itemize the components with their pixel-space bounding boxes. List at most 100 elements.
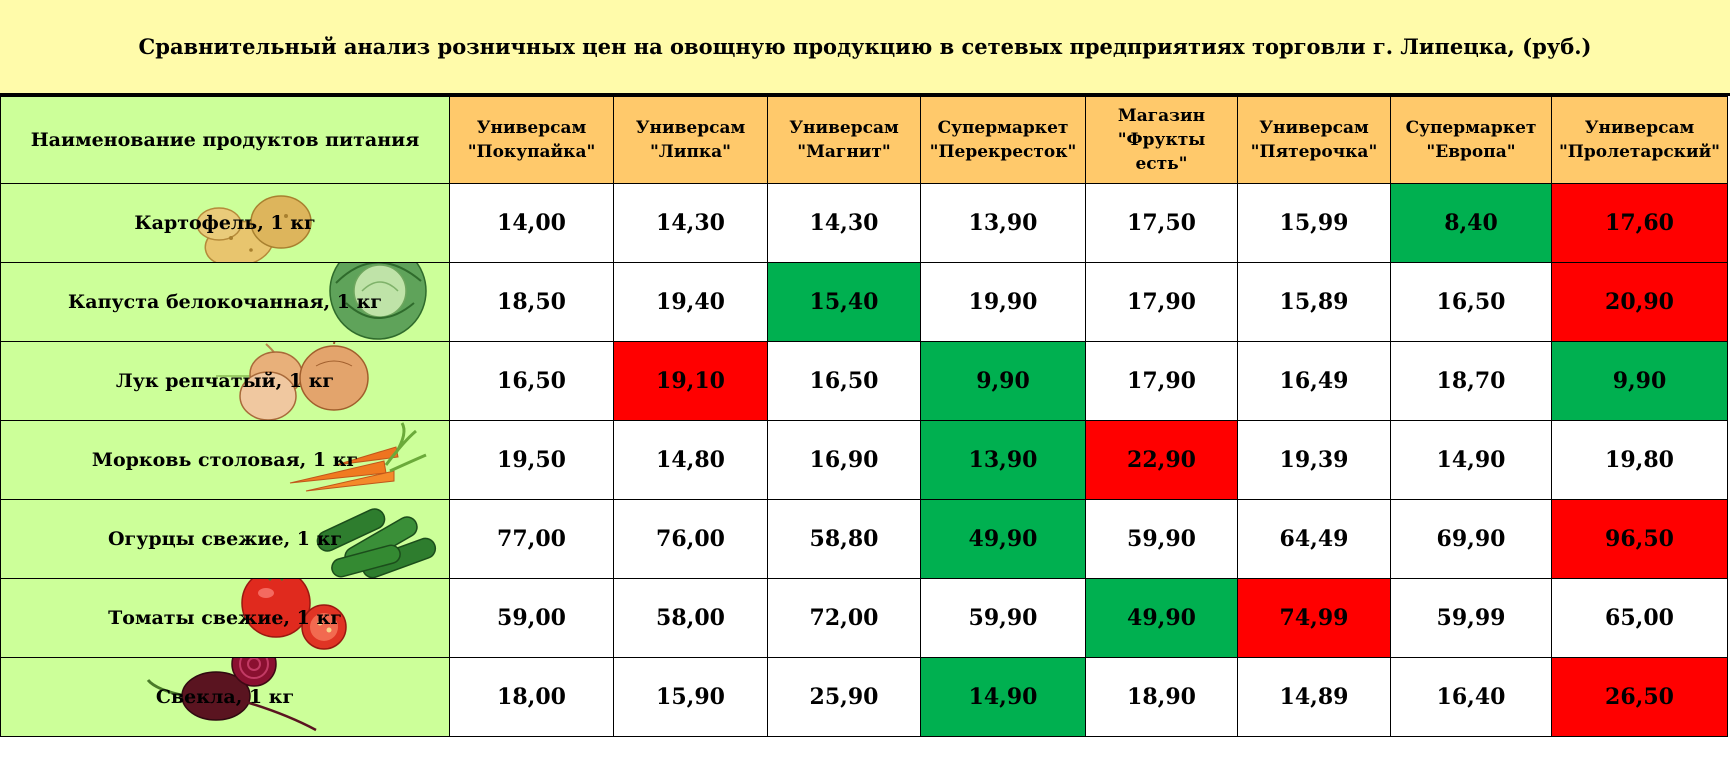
store-header-line-1: Супермаркет <box>1405 118 1537 138</box>
store-header: Универсам "Пролетарский" <box>1551 96 1728 184</box>
product-name: Морковь столовая, 1 кг <box>91 449 359 471</box>
price-cell: 49,90 <box>920 499 1086 579</box>
price-cell: 18,00 <box>449 657 614 737</box>
price-cell: 14,90 <box>1390 420 1552 500</box>
price-cell: 15,90 <box>613 657 768 737</box>
price-cell: 19,80 <box>1551 420 1728 500</box>
store-header-line-1: Универсам <box>635 118 746 138</box>
beet-icon <box>146 658 326 736</box>
price-cell: 19,10 <box>613 341 768 421</box>
price-cell: 14,30 <box>767 183 921 263</box>
price-cell: 96,50 <box>1551 499 1728 579</box>
cucumber-icon <box>311 501 446 578</box>
price-cell: 8,40 <box>1390 183 1552 263</box>
price-cell: 59,90 <box>920 578 1086 658</box>
price-cell: 17,60 <box>1551 183 1728 263</box>
price-cell: 69,90 <box>1390 499 1552 579</box>
store-header-line-1: Универсам <box>789 118 899 138</box>
store-header-line-1: Супермаркет <box>937 118 1069 138</box>
price-cell: 14,30 <box>613 183 768 263</box>
product-cell: Свекла, 1 кг <box>0 657 450 737</box>
price-cell: 17,90 <box>1085 341 1238 421</box>
price-cell: 14,80 <box>613 420 768 500</box>
product-name: Томаты свежие, 1 кг <box>108 607 342 629</box>
product-cell: Капуста белокочанная, 1 кг <box>0 262 450 342</box>
product-cell: Лук репчатый, 1 кг <box>0 341 450 421</box>
price-cell: 14,90 <box>920 657 1086 737</box>
price-cell: 65,00 <box>1551 578 1728 658</box>
product-cell: Морковь столовая, 1 кг <box>0 420 450 500</box>
product-name: Лук репчатый, 1 кг <box>115 370 335 392</box>
table-row: Картофель, 1 кг 14,00 14,30 14,30 13,90 17,50… <box>0 183 1728 263</box>
table-row: Томаты свежие, 1 кг 59,00 58,00 72,00 59,90 4… <box>0 578 1728 658</box>
price-cell: 18,50 <box>449 262 614 342</box>
price-cell: 72,00 <box>767 578 921 658</box>
price-cell: 16,40 <box>1390 657 1552 737</box>
store-header-line-2: "Магнит" <box>797 142 891 162</box>
store-header-line-1: Универсам <box>476 118 587 138</box>
price-cell: 19,50 <box>449 420 614 500</box>
price-cell: 16,90 <box>767 420 921 500</box>
price-cell: 19,90 <box>920 262 1086 342</box>
potato-icon <box>191 188 331 262</box>
price-cell: 64,49 <box>1237 499 1391 579</box>
store-header: Универсам "Пятерочка" <box>1237 96 1391 184</box>
price-cell: 15,40 <box>767 262 921 342</box>
price-cell: 58,80 <box>767 499 921 579</box>
cabbage-icon <box>316 263 449 341</box>
store-header-line-2: "Фрукты <box>1117 130 1206 150</box>
onion-icon <box>216 342 376 420</box>
price-cell: 20,90 <box>1551 262 1728 342</box>
price-cell: 14,89 <box>1237 657 1391 737</box>
store-header-line-2: "Пролетарский" <box>1558 142 1721 162</box>
product-cell: Томаты свежие, 1 кг <box>0 578 450 658</box>
carrot-icon <box>286 422 431 499</box>
product-cell: Картофель, 1 кг <box>0 183 450 263</box>
store-header-line-1: Универсам <box>1584 118 1695 138</box>
price-cell: 77,00 <box>449 499 614 579</box>
price-cell: 74,99 <box>1237 578 1391 658</box>
table-row: Морковь столовая, 1 кг 19,50 14,80 16,90 13,… <box>0 420 1728 500</box>
price-cell: 14,00 <box>449 183 614 263</box>
store-header: Универсам "Покупайка" <box>449 96 614 184</box>
price-cell: 13,90 <box>920 183 1086 263</box>
price-table: Наименование продуктов питания Универсам… <box>0 96 1728 737</box>
price-cell: 19,40 <box>613 262 768 342</box>
price-cell: 17,50 <box>1085 183 1238 263</box>
store-header-line-1: Универсам <box>1259 118 1369 138</box>
tomato-icon <box>236 579 356 657</box>
store-header-line-2: "Европа" <box>1426 142 1516 162</box>
table-row: Свекла, 1 кг 18,00 15,90 25,90 14,90 18,90 14,… <box>0 657 1728 737</box>
store-header-line-1: Магазин <box>1117 106 1206 126</box>
store-header-line-3: есть" <box>1135 154 1188 174</box>
product-name-header: Наименование продуктов питания <box>0 96 450 184</box>
table-row: Огурцы свежие, 1 кг 77,00 76,00 58,80 49,90 5… <box>0 499 1728 579</box>
store-header-line-2: "Покупайка" <box>467 142 596 162</box>
price-cell: 9,90 <box>1551 341 1728 421</box>
product-name: Огурцы свежие, 1 кг <box>108 528 342 550</box>
price-cell: 18,90 <box>1085 657 1238 737</box>
price-cell: 16,50 <box>1390 262 1552 342</box>
price-cell: 59,90 <box>1085 499 1238 579</box>
product-cell: Огурцы свежие, 1 кг <box>0 499 450 579</box>
page-title: Сравнительный анализ розничных цен на ов… <box>0 0 1730 96</box>
price-cell: 26,50 <box>1551 657 1728 737</box>
price-cell: 59,00 <box>449 578 614 658</box>
price-cell: 9,90 <box>920 341 1086 421</box>
store-header: Универсам "Магнит" <box>767 96 921 184</box>
price-cell: 15,89 <box>1237 262 1391 342</box>
price-cell: 59,99 <box>1390 578 1552 658</box>
price-cell: 49,90 <box>1085 578 1238 658</box>
price-cell: 16,50 <box>767 341 921 421</box>
price-cell: 19,39 <box>1237 420 1391 500</box>
store-header: Супермаркет "Перекресток" <box>920 96 1086 184</box>
store-header-line-2: "Липка" <box>649 142 732 162</box>
price-cell: 25,90 <box>767 657 921 737</box>
price-cell: 17,90 <box>1085 262 1238 342</box>
store-header: Супермаркет "Европа" <box>1390 96 1552 184</box>
price-cell: 16,50 <box>449 341 614 421</box>
header-row: Наименование продуктов питания Универсам… <box>0 96 1728 184</box>
store-header-line-2: "Пятерочка" <box>1250 142 1378 162</box>
price-cell: 76,00 <box>613 499 768 579</box>
price-cell: 16,49 <box>1237 341 1391 421</box>
